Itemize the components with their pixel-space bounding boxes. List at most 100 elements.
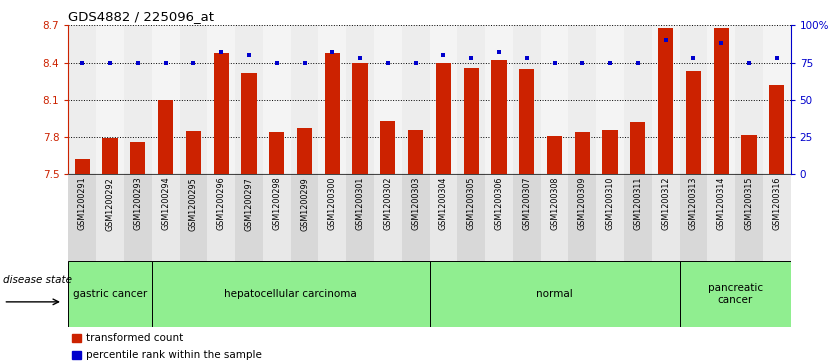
Text: transformed count: transformed count	[86, 333, 183, 343]
Bar	[457, 174, 485, 261]
Bar	[735, 25, 763, 174]
Bar	[769, 85, 785, 174]
Bar	[602, 130, 618, 174]
Text: GSM1200312: GSM1200312	[661, 177, 671, 231]
Bar	[290, 25, 319, 174]
Point	[270, 60, 284, 65]
Bar	[513, 25, 540, 174]
Point	[686, 55, 700, 61]
Point	[187, 60, 200, 65]
Text: GSM1200315: GSM1200315	[745, 177, 753, 231]
Bar	[263, 25, 290, 174]
Bar	[435, 62, 451, 174]
Text: GSM1200311: GSM1200311	[633, 177, 642, 230]
Bar	[596, 174, 624, 261]
Bar	[763, 174, 791, 261]
Bar	[96, 25, 124, 174]
Bar	[735, 174, 763, 261]
Bar	[680, 174, 707, 261]
Point	[325, 49, 339, 55]
Bar	[680, 261, 791, 327]
Bar	[464, 68, 479, 174]
Bar	[714, 28, 729, 174]
Text: GSM1200292: GSM1200292	[106, 177, 114, 231]
Text: GSM1200296: GSM1200296	[217, 177, 226, 231]
Bar	[707, 25, 735, 174]
Text: GSM1200298: GSM1200298	[272, 177, 281, 231]
Text: GSM1200295: GSM1200295	[188, 177, 198, 231]
Point	[131, 60, 144, 65]
Point	[548, 60, 561, 65]
Bar	[374, 25, 402, 174]
Bar	[569, 174, 596, 261]
Text: pancreatic
cancer: pancreatic cancer	[707, 283, 762, 305]
Bar	[263, 174, 290, 261]
Bar	[575, 132, 590, 174]
Bar	[540, 25, 569, 174]
Bar	[430, 261, 680, 327]
Text: GSM1200300: GSM1200300	[328, 177, 337, 230]
Text: GSM1200291: GSM1200291	[78, 177, 87, 231]
Bar	[430, 25, 457, 174]
Point	[575, 60, 589, 65]
Bar	[485, 25, 513, 174]
Text: GSM1200310: GSM1200310	[605, 177, 615, 230]
Point	[354, 55, 367, 61]
Bar	[152, 174, 179, 261]
Text: gastric cancer: gastric cancer	[73, 289, 147, 299]
Point	[214, 49, 228, 55]
Text: GSM1200316: GSM1200316	[772, 177, 781, 230]
Bar	[124, 174, 152, 261]
Bar	[72, 334, 81, 342]
Bar	[353, 62, 368, 174]
Bar	[319, 25, 346, 174]
Bar	[596, 25, 624, 174]
Text: GSM1200305: GSM1200305	[467, 177, 475, 231]
Point	[298, 60, 311, 65]
Bar	[290, 174, 319, 261]
Bar	[658, 28, 673, 174]
Bar	[124, 25, 152, 174]
Bar	[179, 25, 208, 174]
Bar	[319, 174, 346, 261]
Text: GSM1200301: GSM1200301	[355, 177, 364, 230]
Text: GSM1200309: GSM1200309	[578, 177, 587, 231]
Bar	[763, 25, 791, 174]
Text: GSM1200314: GSM1200314	[716, 177, 726, 230]
Text: GSM1200308: GSM1200308	[550, 177, 559, 230]
Point	[659, 37, 672, 43]
Point	[465, 55, 478, 61]
Bar	[324, 53, 340, 174]
Text: GSM1200299: GSM1200299	[300, 177, 309, 231]
Point	[492, 49, 505, 55]
Point	[603, 60, 616, 65]
Text: GSM1200302: GSM1200302	[384, 177, 392, 231]
Bar	[408, 130, 424, 174]
Bar	[569, 25, 596, 174]
Point	[381, 60, 394, 65]
Text: percentile rank within the sample: percentile rank within the sample	[86, 350, 262, 360]
Point	[242, 52, 255, 58]
Text: hepatocellular carcinoma: hepatocellular carcinoma	[224, 289, 357, 299]
Bar	[214, 53, 229, 174]
Bar	[707, 174, 735, 261]
Bar	[103, 138, 118, 174]
Bar	[624, 174, 651, 261]
Bar	[457, 25, 485, 174]
Bar	[402, 174, 430, 261]
Bar	[485, 174, 513, 261]
Bar	[179, 174, 208, 261]
Text: GSM1200306: GSM1200306	[495, 177, 504, 230]
Text: GSM1200304: GSM1200304	[439, 177, 448, 230]
Point	[437, 52, 450, 58]
Bar	[72, 351, 81, 359]
Text: normal: normal	[536, 289, 573, 299]
Bar	[430, 174, 457, 261]
Text: GSM1200294: GSM1200294	[161, 177, 170, 231]
Bar	[235, 174, 263, 261]
Text: GSM1200307: GSM1200307	[522, 177, 531, 231]
Bar	[186, 131, 201, 174]
Bar	[241, 73, 257, 174]
Text: GDS4882 / 225096_at: GDS4882 / 225096_at	[68, 10, 214, 23]
Point	[770, 55, 783, 61]
